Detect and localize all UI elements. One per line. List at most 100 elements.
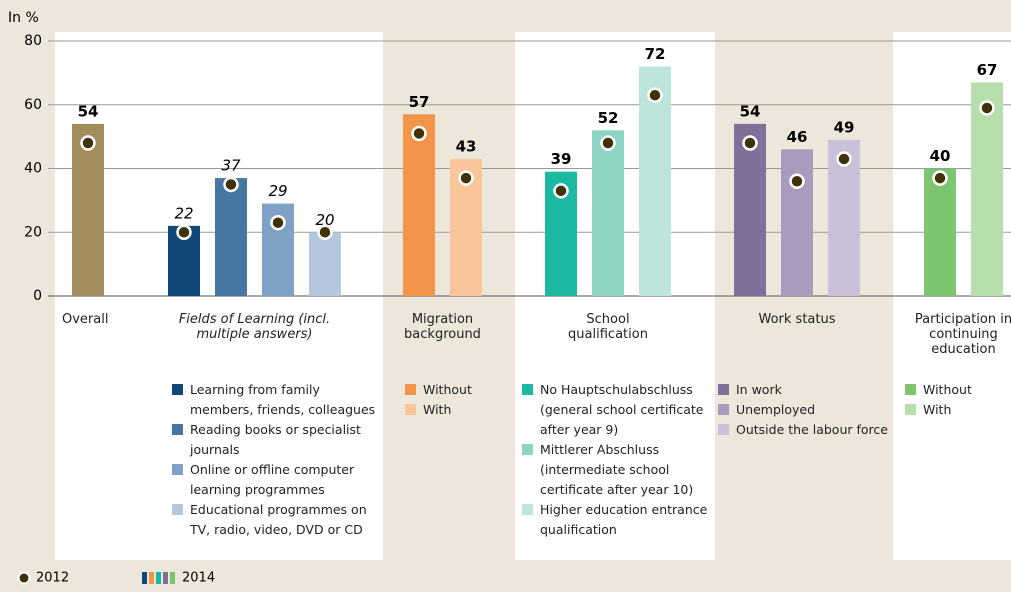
legend-text: Mittlerer Abschluss (intermediate school… (540, 442, 694, 497)
dot-2012 (458, 170, 474, 186)
dot-2012 (979, 100, 995, 116)
legend-swatch (163, 572, 168, 584)
value-label: 46 (787, 128, 808, 146)
legend-text: With (423, 402, 452, 417)
legend: In work Unemployed Outside the labour forc… (718, 380, 888, 440)
legend-swatch (149, 572, 154, 584)
legend-swatch (170, 572, 175, 584)
y-axis-label: In % (8, 10, 39, 26)
group-label: Participation in continuing education (914, 312, 1011, 357)
legend-item: In work (718, 380, 888, 400)
legend-item: With (405, 400, 505, 420)
legend-item: Learning from family members, friends, c… (172, 380, 377, 420)
bar (781, 149, 813, 296)
legend-text: Educational programmes on TV, radio, vid… (190, 502, 367, 537)
legend-item: Reading books or specialist journals (172, 420, 377, 460)
y-tick-label: 0 (33, 288, 42, 304)
bar (592, 130, 624, 296)
legend-text: Reading books or specialist journals (190, 422, 361, 457)
legend-swatch (522, 444, 533, 455)
dot-2012 (553, 183, 569, 199)
group-label: School qualification (568, 312, 648, 342)
dot-2012 (176, 224, 192, 240)
legend-swatch (172, 504, 183, 515)
y-tick-label: 60 (24, 97, 42, 113)
legend-text: In work (736, 382, 782, 397)
group-label: Work status (758, 312, 836, 327)
legend-swatch (156, 572, 161, 584)
value-label: 54 (740, 102, 761, 120)
legend-item: With (905, 400, 1005, 420)
legend-text: No Hauptschulabschluss (general school c… (540, 382, 704, 437)
value-label: 20 (315, 211, 334, 229)
legend-text: Online or offline computer learning prog… (190, 462, 355, 497)
dot-2012 (836, 151, 852, 167)
bar (639, 66, 671, 296)
y-tick-label: 20 (24, 224, 42, 240)
legend-text: Learning from family members, friends, c… (190, 382, 376, 417)
legend-swatch (718, 404, 729, 415)
legend-text: 2014 (182, 571, 215, 586)
legend-swatch (172, 424, 183, 435)
value-label: 39 (551, 150, 572, 168)
dot-2012 (411, 125, 427, 142)
legend-text: 2012 (36, 571, 69, 586)
legend: Learning from family members, friends, c… (172, 380, 377, 540)
legend-item: Higher education entrance qualification (522, 500, 712, 540)
legend-item: No Hauptschulabschluss (general school c… (522, 380, 712, 440)
bar (403, 114, 435, 296)
dot-2012 (742, 135, 758, 151)
legend: No Hauptschulabschluss (general school c… (522, 380, 712, 540)
legend-swatch (172, 384, 183, 395)
value-label: 57 (409, 93, 430, 111)
dot-2012 (600, 135, 616, 151)
legend-swatch (718, 424, 729, 435)
bar (215, 178, 247, 296)
group-label: Overall (62, 312, 109, 327)
legend-swatch (172, 464, 183, 475)
legend-swatch (405, 404, 416, 415)
legend: Without With (405, 380, 505, 420)
legend-text: Higher education entrance qualification (540, 502, 708, 537)
legend-item: Online or offline computer learning prog… (172, 460, 377, 500)
legend-swatch (905, 404, 916, 415)
y-tick-label: 40 (24, 161, 42, 177)
legend-swatch (405, 384, 416, 395)
legend-text: Without (423, 382, 472, 397)
value-label: 40 (930, 147, 951, 165)
value-label: 72 (645, 45, 666, 63)
legend-text: Without (923, 382, 972, 397)
legend-swatch (142, 572, 147, 584)
legend-item: Without (905, 380, 1005, 400)
legend-swatch (718, 384, 729, 395)
group-label: Migration background (404, 312, 481, 342)
legend-item: Unemployed (718, 400, 888, 420)
value-label: 29 (268, 182, 287, 200)
legend-item: Educational programmes on TV, radio, vid… (172, 500, 377, 540)
legend-text: With (923, 402, 952, 417)
value-label: 43 (456, 137, 477, 155)
legend: Without With (905, 380, 1005, 420)
value-label: 22 (174, 204, 193, 222)
dot-2012 (317, 224, 333, 240)
group-label: Fields of Learning (incl. multiple answe… (178, 312, 331, 342)
y-tick-label: 80 (24, 33, 42, 49)
value-label: 54 (78, 102, 99, 120)
legend-dot (17, 571, 31, 585)
legend-item: Outside the labour force (718, 420, 888, 440)
bar (971, 82, 1003, 296)
legend-item: Without (405, 380, 505, 400)
dot-2012 (789, 173, 805, 189)
bar (72, 123, 104, 296)
bar (309, 232, 341, 296)
legend-swatch (522, 384, 533, 395)
value-label: 52 (598, 109, 619, 127)
value-label: 49 (834, 118, 855, 136)
dot-2012 (932, 170, 948, 186)
legend-swatch (522, 504, 533, 515)
legend-swatch (905, 384, 916, 395)
legend-text: Unemployed (736, 402, 816, 417)
dot-2012 (80, 135, 96, 151)
